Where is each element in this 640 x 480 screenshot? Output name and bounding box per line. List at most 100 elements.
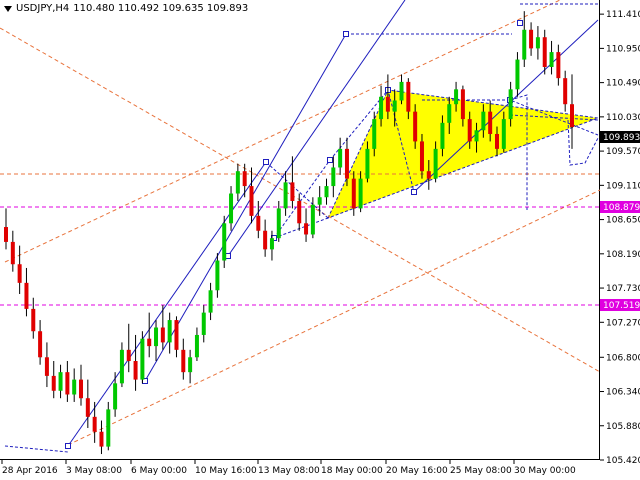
candle-bull[interactable] <box>399 81 404 101</box>
candle-bull[interactable] <box>447 104 452 123</box>
candle-bear[interactable] <box>147 338 152 347</box>
candle-bull[interactable] <box>119 349 124 384</box>
wave-markers <box>65 20 523 449</box>
candle-bull[interactable] <box>474 130 479 142</box>
candle-bull[interactable] <box>372 119 377 149</box>
candle-bear[interactable] <box>263 230 268 250</box>
candle-bull[interactable] <box>276 208 281 239</box>
price-tick-label: 110.030 <box>606 113 640 123</box>
candle-bear[interactable] <box>529 29 534 49</box>
candle-bull[interactable] <box>235 171 240 194</box>
candle-bull[interactable] <box>222 223 227 261</box>
candle-bear[interactable] <box>65 372 70 395</box>
candle-bull[interactable] <box>331 167 336 187</box>
candle-bear[interactable] <box>304 223 309 235</box>
candle-bear[interactable] <box>467 119 472 142</box>
candle-bear[interactable] <box>44 357 49 376</box>
candle-bull[interactable] <box>167 320 172 343</box>
candle-bear[interactable] <box>85 398 90 417</box>
blue-dashed-lines <box>4 3 599 453</box>
candle-bull[interactable] <box>215 260 220 291</box>
candle-bear[interactable] <box>542 37 547 67</box>
candle-bear[interactable] <box>556 52 561 79</box>
candle-bear[interactable] <box>290 182 295 201</box>
candle-bull[interactable] <box>379 96 384 120</box>
candle-bull[interactable] <box>229 193 234 224</box>
price-tick-label: 106.340 <box>606 388 640 398</box>
candle-bull[interactable] <box>481 111 486 131</box>
candle-bear[interactable] <box>4 227 8 242</box>
candle-bear[interactable] <box>181 349 186 373</box>
candle-bull[interactable] <box>140 338 145 380</box>
candle-bull[interactable] <box>208 290 213 313</box>
candle-bull[interactable] <box>58 372 63 391</box>
candle-bear[interactable] <box>92 416 97 432</box>
candle-bull[interactable] <box>535 37 540 49</box>
candle-bear[interactable] <box>24 282 29 309</box>
candle-bear[interactable] <box>99 431 104 447</box>
candle-bull[interactable] <box>549 52 554 67</box>
candle-bull[interactable] <box>317 197 322 205</box>
candle-bear[interactable] <box>460 89 465 120</box>
candle-bear[interactable] <box>10 241 15 265</box>
candle-bear[interactable] <box>17 264 22 283</box>
candle-bear[interactable] <box>351 178 356 209</box>
candle-bear[interactable] <box>494 133 499 149</box>
candle-bear[interactable] <box>419 141 424 172</box>
candle-bear[interactable] <box>126 349 131 362</box>
candle-bear[interactable] <box>31 308 36 332</box>
candle-bull[interactable] <box>501 119 506 149</box>
price-tick-label: 108.190 <box>606 250 640 260</box>
dropdown-triangle-icon[interactable] <box>4 5 12 12</box>
candle-bear[interactable] <box>563 78 568 105</box>
candle-bull[interactable] <box>522 29 527 60</box>
candle-bear[interactable] <box>38 331 43 358</box>
candle-bull[interactable] <box>283 182 288 209</box>
candle-bull[interactable] <box>338 148 343 168</box>
candle-bear[interactable] <box>385 96 390 112</box>
candle-bear[interactable] <box>570 104 574 128</box>
candle-bull[interactable] <box>113 383 118 410</box>
candle-bear[interactable] <box>488 111 493 134</box>
candle-bull[interactable] <box>440 122 445 149</box>
candle-bear[interactable] <box>160 327 165 343</box>
candle-bull[interactable] <box>188 357 193 373</box>
candle-bear[interactable] <box>79 379 84 399</box>
candle-bull[interactable] <box>194 334 199 358</box>
candle-bear[interactable] <box>406 81 411 112</box>
candle-bear[interactable] <box>426 171 431 179</box>
symbol-label: USDJPY,H4 <box>16 3 70 14</box>
candle-bull[interactable] <box>310 204 315 235</box>
candle-bear[interactable] <box>174 320 179 350</box>
candle-bull[interactable] <box>433 148 438 179</box>
candle-bull[interactable] <box>508 89 513 120</box>
candle-bull[interactable] <box>392 100 397 112</box>
candle-bear[interactable] <box>413 111 418 142</box>
candle-bull[interactable] <box>365 148 370 179</box>
candle-bear[interactable] <box>51 375 56 391</box>
candle-bear[interactable] <box>249 186 254 216</box>
candle-bull[interactable] <box>324 186 329 198</box>
price-tick-label: 109.110 <box>606 181 640 191</box>
candle-bull[interactable] <box>154 327 159 347</box>
price-tick-label: 110.490 <box>606 79 640 89</box>
candles-series[interactable] <box>4 11 574 455</box>
candle-bull[interactable] <box>106 409 111 447</box>
time-tick-label: 28 Apr 2016 <box>2 466 58 476</box>
svg-text:108.879: 108.879 <box>603 203 640 213</box>
candle-bear[interactable] <box>256 215 261 231</box>
yellow-triangle-pattern[interactable] <box>328 90 598 218</box>
candle-bull[interactable] <box>269 238 274 250</box>
candle-bear[interactable] <box>133 361 138 380</box>
candle-bull[interactable] <box>201 312 206 335</box>
svg-text:109.893: 109.893 <box>603 133 640 143</box>
candle-bull[interactable] <box>358 178 363 209</box>
candle-bull[interactable] <box>454 89 459 105</box>
candle-bear[interactable] <box>297 200 302 224</box>
price-tick-label: 109.570 <box>606 147 640 157</box>
candle-bear[interactable] <box>344 148 349 179</box>
candle-bull[interactable] <box>72 379 77 395</box>
candle-bear[interactable] <box>242 171 247 187</box>
candle-bull[interactable] <box>515 59 520 90</box>
